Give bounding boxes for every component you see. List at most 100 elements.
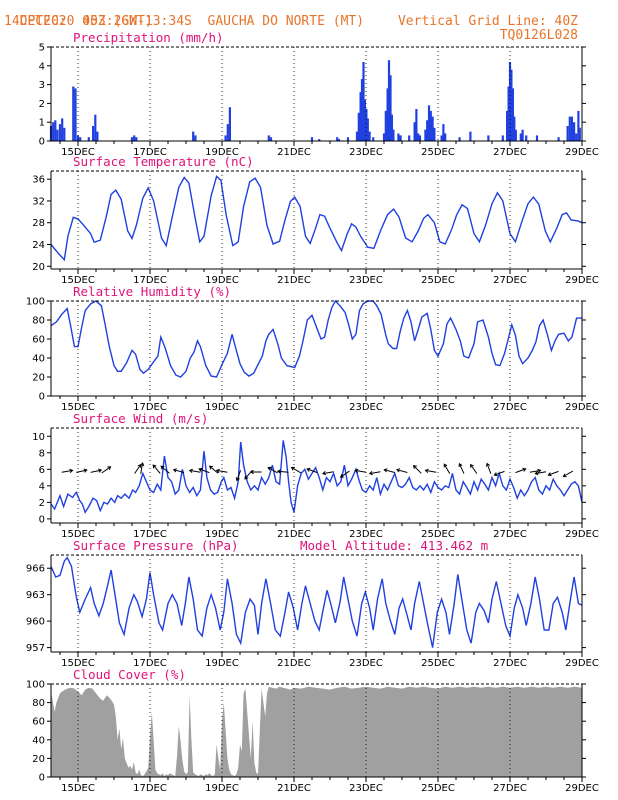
y-tick-label: 3 [39,80,45,91]
y-tick-label: 966 [26,564,45,575]
wind-arrow [395,468,408,473]
precip-bar [228,107,231,141]
header-run: 14DEC2020 40Z (GMT) [4,14,153,29]
y-tick-label: 80 [32,698,45,709]
wind-arrow [267,466,278,474]
y-tick-label: 32 [32,196,45,207]
x-tick-label: 23DEC [349,658,383,669]
x-tick-label: 29DEC [565,529,599,540]
wind-arrow [515,467,527,474]
precip-bar [418,135,422,141]
x-tick-label: 19DEC [205,529,239,540]
precip-bar [442,124,445,141]
precip-bar [413,122,416,141]
precip-bar [365,109,368,141]
wind-arrow [90,468,103,473]
precip-bar [575,133,578,141]
x-tick-label: 23DEC [349,402,383,413]
precip-bar [372,137,375,141]
precip-bar [508,62,512,141]
x-tick-label: 23DEC [349,529,383,540]
y-tick-label: 20 [32,262,45,273]
precip-bar [130,137,134,141]
precip-bar [392,129,395,141]
precip-bar [76,135,80,141]
wind-arrow [412,464,422,474]
precip-bar [337,139,341,141]
precip-bar [415,109,418,141]
y-tick-label: 28 [32,218,45,229]
precip-bar [510,69,513,141]
x-tick-label: 15DEC [61,147,95,158]
wind-arrow [215,468,228,473]
wind-arrow [152,464,161,474]
panel-5: Surface Pressure (hPa) Model Altitude: 41… [26,538,599,669]
model-altitude-label: Model Altitude: 413.462 m [300,538,488,553]
x-tick-label: 23DEC [349,147,383,158]
wind-arrow [458,462,465,474]
precip-bar [525,135,528,141]
wind-arrow [562,470,574,478]
precip-bar [390,114,393,141]
panel-4: Surface Wind (m/s) 0 2 4 6 8 10 15DEC 17DEC 19DEC… [32,411,599,540]
precip-bar [521,129,524,141]
x-tick-label: 27DEC [493,658,527,669]
precip-bar [94,114,97,141]
series-line [50,440,583,514]
precip-bar [566,126,569,141]
precip-bar [573,122,576,141]
x-tick-label: 27DEC [493,783,527,794]
panel-6: Cloud Cover (%) 0 20 40 60 80 100 15DEC 17DEC 19D… [26,667,599,794]
x-tick-label: 29DEC [565,783,599,794]
y-tick-label: 2 [39,99,45,110]
y-tick-label: 957 [26,643,45,654]
wind-arrow [534,471,547,476]
precip-bar [363,99,366,141]
precip-bar [386,88,389,141]
series-line [50,299,582,378]
x-tick-label: 21DEC [277,147,311,158]
x-tick-label: 17DEC [133,529,167,540]
precip-bar [63,127,66,141]
precip-bar [133,135,136,141]
y-tick-label: 0 [39,773,45,784]
panel-title: Surface Temperature (nC) [73,154,254,169]
panel-title: Surface Pressure (hPa) [73,538,239,553]
wind-arrow [493,470,505,477]
y-tick-label: 2 [39,498,45,509]
header-code: TQ0126L028 [499,28,578,43]
x-tick-label: 29DEC [565,275,599,286]
precip-bar [61,118,64,141]
wind-arrow [321,471,334,476]
wind-arrow [306,467,318,474]
precip-bar [79,137,82,141]
wind-arrow [276,469,289,474]
precip-bar [226,124,229,141]
series-line [50,556,583,648]
header-grid-note: Vertical Grid Line: 40Z [397,14,578,29]
x-tick-label: 25DEC [421,275,455,286]
precip-bar [429,110,432,141]
precip-bar [362,62,365,141]
header-location: GAUCHA DO NORTE (MT) [207,14,365,29]
x-tick-label: 15DEC [61,402,95,413]
y-tick-label: 1 [39,118,45,129]
precip-bar [389,75,392,141]
wind-arrow [134,463,142,474]
header-source: CPTEC: [19,14,67,29]
precip-bar [346,137,350,141]
wind-arrow [198,467,210,474]
x-tick-label: 21DEC [277,658,311,669]
precip-bar [433,127,436,141]
precip-bar [355,131,359,141]
panel-title: Precipitation (mm/h) [73,30,224,45]
x-tick-label: 19DEC [205,147,239,158]
precip-bar [507,86,510,141]
y-tick-label: 100 [26,680,45,691]
x-tick-label: 21DEC [277,275,311,286]
x-tick-label: 21DEC [277,529,311,540]
x-tick-label: 15DEC [61,783,95,794]
precip-bar [387,60,391,142]
x-tick-label: 21DEC [277,783,311,794]
panel-title: Cloud Cover (%) [73,667,186,682]
